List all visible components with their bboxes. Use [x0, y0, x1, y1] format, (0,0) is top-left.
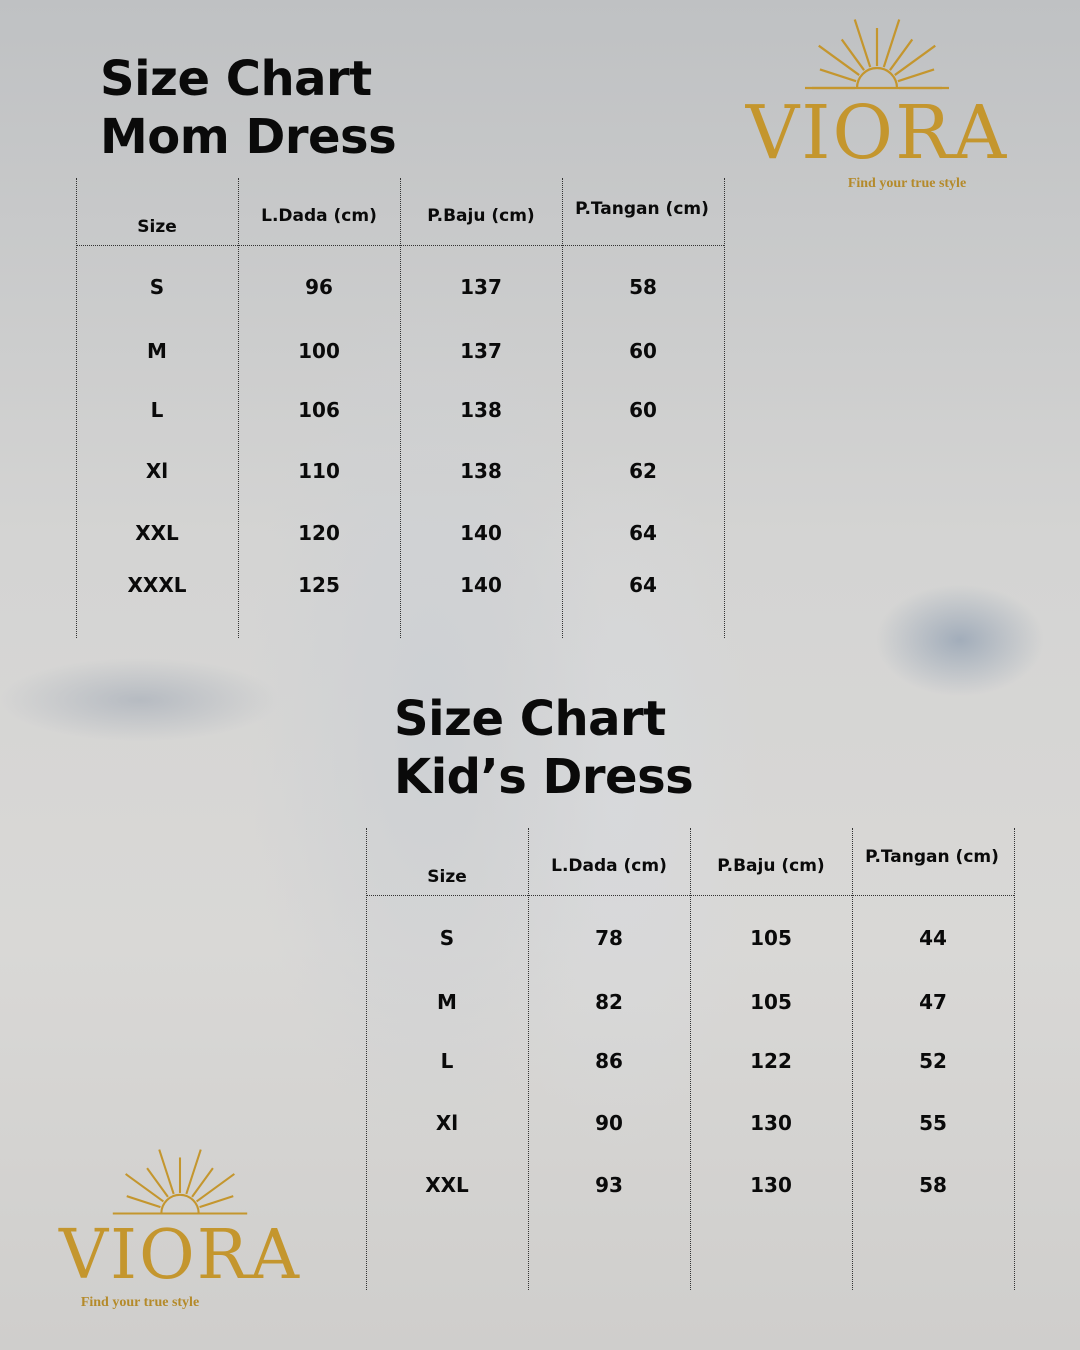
- measurement-cell: 90: [595, 1111, 623, 1135]
- measurement-cell: 62: [629, 459, 657, 483]
- measurement-cell: 125: [298, 573, 340, 597]
- size-cell: S: [149, 275, 165, 299]
- sun-ray: [199, 1195, 234, 1209]
- size-cell: Xl: [145, 459, 169, 483]
- sun-ray: [840, 38, 865, 71]
- sun-ray: [818, 44, 860, 76]
- measurement-cell: 55: [919, 1111, 947, 1135]
- measurement-cell: 64: [629, 521, 657, 545]
- column-header: L.Dada (cm): [551, 856, 667, 876]
- mom-title-line2: Mom Dress: [100, 109, 397, 165]
- column-divider: [400, 178, 401, 638]
- measurement-cell: 138: [460, 459, 502, 483]
- kid-title: Size Chart Kid’s Dress: [394, 690, 694, 806]
- column-divider: [562, 178, 563, 638]
- measurement-cell: 137: [460, 275, 502, 299]
- sunburst-icon: [805, 19, 949, 90]
- sun-ray: [853, 19, 872, 68]
- sun-ray: [819, 68, 857, 83]
- sun-arc: [855, 66, 899, 89]
- measurement-cell: 47: [919, 990, 947, 1014]
- brand-name: VIORA: [58, 1216, 302, 1295]
- measurement-cell: 137: [460, 339, 502, 363]
- measurement-cell: 110: [298, 459, 340, 483]
- measurement-cell: 93: [595, 1173, 623, 1197]
- size-cell: M: [147, 339, 167, 363]
- column-header: Size: [427, 867, 467, 887]
- mom-title: Size Chart Mom Dress: [100, 50, 397, 166]
- column-divider: [528, 828, 529, 1290]
- column-divider: [76, 178, 77, 638]
- measurement-cell: 105: [750, 990, 792, 1014]
- column-divider: [1014, 828, 1015, 1290]
- kid-title-line2: Kid’s Dress: [394, 749, 694, 805]
- kid-title-line1: Size Chart: [394, 691, 666, 747]
- measurement-cell: 82: [595, 990, 623, 1014]
- size-cell: M: [437, 990, 457, 1014]
- sun-ray: [882, 19, 901, 68]
- size-cell: S: [439, 926, 455, 950]
- measurement-cell: 140: [460, 573, 502, 597]
- column-header: P.Baju (cm): [427, 206, 535, 226]
- column-divider: [724, 178, 725, 638]
- header-divider: [76, 245, 724, 246]
- measurement-cell: 122: [750, 1049, 792, 1073]
- measurement-cell: 60: [629, 398, 657, 422]
- sunburst-icon: [112, 1149, 248, 1215]
- column-header: P.Baju (cm): [717, 856, 825, 876]
- sun-ray: [897, 68, 935, 83]
- brand-name: VIORA: [745, 90, 1009, 176]
- brand-tagline: Find your true style: [847, 176, 967, 191]
- size-cell: Xl: [435, 1111, 459, 1135]
- column-divider: [238, 178, 239, 638]
- size-cell: XXL: [135, 521, 179, 545]
- column-divider: [852, 828, 853, 1290]
- sun-ray: [146, 1167, 169, 1198]
- measurement-cell: 64: [629, 573, 657, 597]
- column-divider: [366, 828, 367, 1290]
- measurement-cell: 58: [919, 1173, 947, 1197]
- sun-ray: [185, 1149, 202, 1195]
- column-header: Size: [137, 217, 177, 237]
- mom-title-line1: Size Chart: [100, 51, 372, 107]
- column-divider: [690, 828, 691, 1290]
- column-header: P.Tangan (cm): [865, 847, 999, 867]
- measurement-cell: 130: [750, 1111, 792, 1135]
- measurement-cell: 106: [298, 398, 340, 422]
- measurement-cell: 60: [629, 339, 657, 363]
- column-header: L.Dada (cm): [261, 206, 377, 226]
- brand-logo-top: VIORA Find your true style: [712, 10, 1042, 192]
- brand-tagline: Find your true style: [80, 1295, 200, 1310]
- column-header: P.Tangan (cm): [575, 199, 709, 219]
- measurement-cell: 86: [595, 1049, 623, 1073]
- sun-ray: [196, 1173, 235, 1203]
- measurement-cell: 58: [629, 275, 657, 299]
- measurement-cell: 52: [919, 1049, 947, 1073]
- measurement-cell: 120: [298, 521, 340, 545]
- measurement-cell: 138: [460, 398, 502, 422]
- sun-ray: [191, 1167, 214, 1198]
- measurement-cell: 100: [298, 339, 340, 363]
- size-cell: L: [150, 398, 164, 422]
- size-cell: XXL: [425, 1173, 469, 1197]
- size-cell: L: [440, 1049, 454, 1073]
- measurement-cell: 44: [919, 926, 947, 950]
- measurement-cell: 140: [460, 521, 502, 545]
- measurement-cell: 105: [750, 926, 792, 950]
- sun-ray: [158, 1149, 175, 1195]
- sun-arc: [160, 1193, 200, 1214]
- size-cell: XXXL: [127, 573, 187, 597]
- header-divider: [366, 895, 1014, 896]
- sun-ray: [894, 44, 936, 76]
- sun-ray: [126, 1195, 161, 1209]
- sun-ray: [889, 38, 914, 71]
- measurement-cell: 96: [305, 275, 333, 299]
- sun-ray: [125, 1173, 164, 1203]
- measurement-cell: 78: [595, 926, 623, 950]
- brand-logo-bottom: VIORA Find your true style: [30, 1140, 330, 1311]
- measurement-cell: 130: [750, 1173, 792, 1197]
